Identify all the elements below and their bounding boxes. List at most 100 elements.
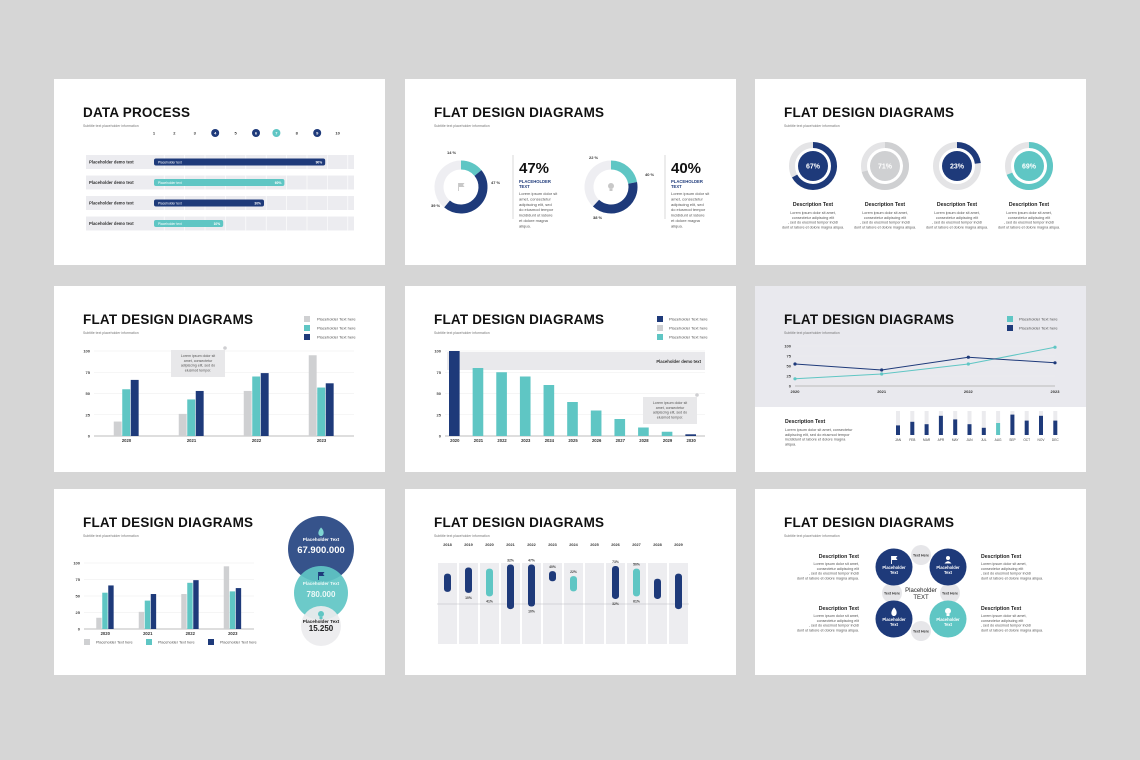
bar [130,379,139,436]
stat-label: Placeholder Text [303,619,340,624]
step-label: 4 [214,131,217,136]
step-marker [313,129,322,137]
description-title: Description Text [981,606,1022,612]
x-tick-label: 2023 [228,631,238,636]
row-label: Placeholder demo text [89,180,134,185]
bar-text: Placeholder text [158,222,182,226]
y-tick-label: 25 [787,374,792,379]
cycle-circle [929,548,967,586]
stat-label: Placeholder Text [303,581,340,586]
range-high-label: 40% [549,565,556,569]
x-tick-label: 2021 [143,631,153,636]
legend-label: Placeholder Text here [317,335,356,340]
bar-text: Placeholder text [158,160,182,164]
x-tick-label: 2022 [964,389,974,394]
series-point [966,362,970,366]
y-tick-label: 50 [787,364,792,369]
bar [519,376,531,436]
progress-bar [154,199,264,207]
series-point [966,355,970,359]
slide-bars-and-stats[interactable]: FLAT DESIGN DIAGRAMS Subtitle text place… [54,489,385,675]
x-tick-label: 2021 [474,438,484,443]
annotation-text: adipiscing elit, sed do [653,411,687,415]
x-tick-label: 2028 [653,543,661,547]
y-tick-label: 100 [73,561,80,566]
y-tick-label: 75 [76,577,81,582]
band-label: Placeholder demo text [656,359,701,364]
x-tick-label: 2024 [569,543,578,547]
month-label: AUG [995,438,1002,442]
body-text: do eiusmod tempor [519,207,554,212]
y-tick-label: 25 [76,610,81,615]
annotation-box [643,397,697,424]
stat-circle [301,606,341,646]
description-title: Description Text [793,202,834,208]
stat-label: Placeholder Text [303,537,340,542]
step-marker [272,129,281,137]
bar [449,351,460,436]
body-text: Lorem ipsum dolor sit [519,191,558,196]
connector-circle [940,583,960,603]
slide-declining-bars[interactable]: FLAT DESIGN DIAGRAMS Subtitle text place… [405,286,736,472]
value-caption: PLACEHOLDER [519,179,551,184]
range-bar [633,568,640,597]
y-tick-label: 75 [787,354,792,359]
x-tick-label: 2023 [1051,389,1061,394]
progress-bar [154,158,326,166]
cycle-label: Placeholder [936,565,960,570]
y-tick-label: 100 [434,349,441,354]
bar [252,376,261,436]
description-body: consectetur adipiscing elit [936,216,978,220]
range-high-label: 50% [633,563,640,567]
x-tick-label: 2022 [252,438,262,443]
slide-ring-stats[interactable]: FLAT DESIGN DIAGRAMS Subtitle text place… [755,79,1086,265]
description-body: , sed do eiusmod tempor incidi [809,572,859,576]
annotation-dot [695,393,699,397]
description-body: , sed do eiusmod tempor incidi [981,624,1031,628]
range-bar [465,567,472,593]
value-label: 90% [316,160,323,164]
x-tick-label: 2020 [485,543,493,547]
x-tick-label: 2023 [548,543,556,547]
slide-title: FLAT DESIGN DIAGRAMS [434,105,605,120]
legend-swatch [84,639,90,645]
slide-grouped-bars[interactable]: FLAT DESIGN DIAGRAMS Subtitle text place… [54,286,385,472]
range-low-label: 61% [633,599,640,603]
description-body: Lorem ipsum dolor sit amet, [981,614,1027,618]
bar [193,580,199,629]
slide-data-process[interactable]: DATA PROCESS Subtitle text placeholder i… [54,79,385,265]
slide-subtitle: Subtitle text placeholder information [434,534,490,538]
x-tick-label: 2018 [443,543,451,547]
bar-text: Placeholder text [158,181,182,185]
y-tick-label: 75 [86,370,91,375]
cycle-label: Text [944,622,953,627]
top-band [755,286,1086,407]
ring-charts: 67% Description Text Lorem ipsum dolor sit… [782,142,1060,229]
x-tick-label: 2029 [663,438,673,443]
bar-track [896,411,900,435]
ring-arc [861,142,909,190]
slide-title: FLAT DESIGN DIAGRAMS [434,515,605,530]
slide-line-and-months[interactable]: FLAT DESIGN DIAGRAMS Subtitle text place… [755,286,1086,472]
x-tick-label: 2021 [877,389,887,394]
slice-label: 14 % [447,150,457,155]
slide-range-bars[interactable]: FLAT DESIGN DIAGRAMS Subtitle text place… [405,489,736,675]
description-body: consectetur adipiscing elit [817,567,859,571]
slide-cycle-diagram[interactable]: FLAT DESIGN DIAGRAMS Subtitle text place… [755,489,1086,675]
big-value: 47% [519,160,549,177]
bar [614,419,626,436]
slide-donut-pair[interactable]: FLAT DESIGN DIAGRAMS Subtitle text place… [405,79,736,265]
legend-swatch [657,316,663,322]
ring-value: 67% [806,164,821,171]
value-caption: PLACEHOLDER [671,179,703,184]
ring-center [798,151,828,181]
column-band [585,563,604,644]
bar [187,399,196,436]
series-line [794,346,1056,380]
description-body: , sed do eiusmod tempor incidi [788,221,838,225]
column-band [459,563,478,644]
range-low-label: 41% [486,599,493,603]
connector-circle [911,621,931,641]
description-body: , sed do eiusmod tempor incidi [981,572,1031,576]
row-label: Placeholder demo text [89,221,134,226]
